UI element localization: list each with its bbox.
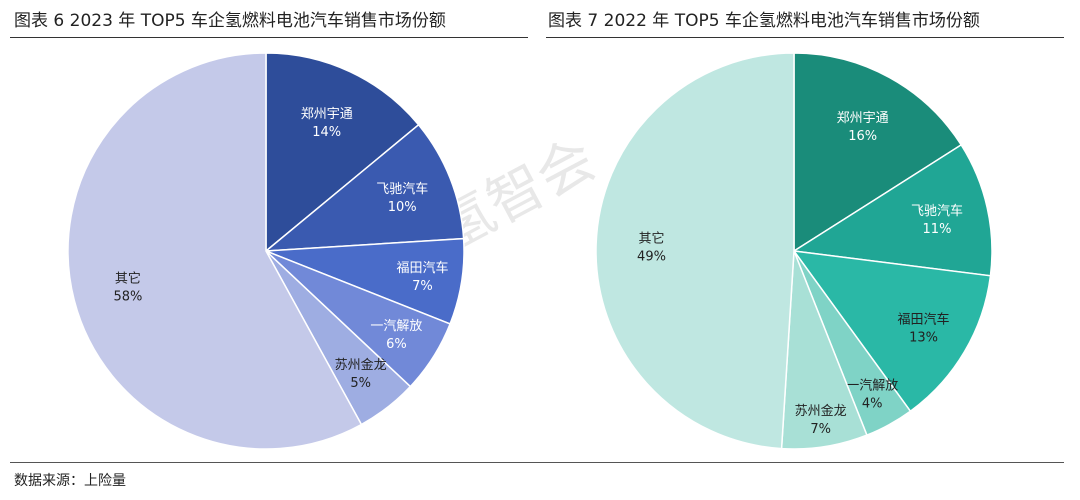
- pie-slice-5: [595, 52, 795, 450]
- slice-label-2: 福田汽车 13%: [898, 312, 950, 346]
- bottom-rule: [10, 462, 1064, 463]
- slice-label-3: 一汽解放 4%: [846, 378, 898, 411]
- left-chart-title: 图表 6 2023 年 TOP5 车企氢燃料电池汽车销售市场份额: [14, 11, 446, 31]
- slice-label-0: 郑州宇通 16%: [837, 111, 889, 144]
- slice-label-5: 其它 58%: [113, 270, 142, 304]
- left-title-rule: [10, 37, 528, 38]
- slice-label-1: 飞驰汽车 11%: [911, 203, 963, 237]
- right-pie-chart: 郑州宇通 16% 飞驰汽车 11% 福田汽车 13%一汽解放 4%苏州金龙 7% 其它 49%: [595, 52, 993, 450]
- right-title-rule: [546, 37, 1064, 38]
- source-note: 数据来源：上险量: [14, 473, 126, 489]
- pie-slice-0: [265, 52, 420, 253]
- slice-label-2: 福田汽车 7%: [396, 260, 448, 294]
- slice-label-0: 郑州宇通 14%: [301, 107, 353, 140]
- pie-slice-0: [793, 52, 963, 253]
- pie-slice-5: [67, 52, 363, 450]
- right-chart-title: 图表 7 2022 年 TOP5 车企氢燃料电池汽车销售市场份额: [548, 11, 980, 31]
- left-pie-chart: 郑州宇通 14% 飞驰汽车 10% 福田汽车 7% 一汽解放 6% 苏州金龙 5% 其它 58%: [67, 52, 465, 450]
- slice-label-4: 苏州金龙 7%: [795, 403, 847, 437]
- slice-label-4: 苏州金龙 5%: [335, 357, 387, 391]
- pie-slice-2: [792, 250, 992, 413]
- slice-label-5: 其它 49%: [637, 231, 666, 265]
- pie-slice-1: [263, 123, 465, 252]
- slice-label-1: 飞驰汽车 10%: [376, 181, 428, 215]
- slice-label-3: 一汽解放 6%: [370, 319, 422, 352]
- pie-slice-1: [791, 143, 993, 277]
